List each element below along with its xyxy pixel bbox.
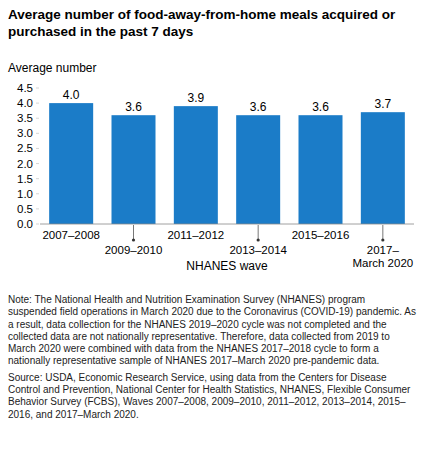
- bars: [49, 103, 405, 224]
- x-axis-label: NHANES wave: [186, 259, 268, 273]
- y-tick: [36, 88, 39, 89]
- x-axis-line: [40, 224, 414, 225]
- y-tick: [36, 133, 39, 134]
- y-tick-label: 4.0: [17, 97, 33, 109]
- y-tick: [36, 178, 39, 179]
- y-axis-label: Average number: [8, 61, 97, 75]
- y-tick: [36, 224, 39, 225]
- y-tick-label: 1.5: [17, 173, 33, 185]
- data-label: 3.6: [125, 100, 142, 114]
- bar: [112, 115, 156, 224]
- y-tick: [36, 148, 39, 149]
- x-tick-label: 2017–March 2020: [352, 244, 413, 269]
- y-tick-label: 3.5: [17, 112, 33, 124]
- y-tick: [36, 118, 39, 119]
- y-tick-label: 1.0: [17, 188, 33, 200]
- y-tick-label: 0.0: [17, 218, 33, 230]
- x-tick-label: 2007–2008: [42, 229, 100, 241]
- y-tick-label: 4.5: [17, 82, 33, 94]
- y-tick-label: 2.0: [17, 158, 33, 170]
- x-tick-label: 2011–2012: [167, 229, 224, 241]
- x-tick-label: 2009–2010: [105, 244, 163, 256]
- note: Note: The National Health and Nutrition …: [8, 294, 416, 368]
- y-tick: [36, 208, 39, 209]
- data-label: 3.7: [374, 97, 391, 111]
- label-leader: [258, 225, 259, 240]
- bar: [174, 106, 218, 224]
- x-tick-label: 2013–2014: [229, 244, 287, 256]
- y-tick: [36, 103, 39, 104]
- data-label: 4.0: [63, 88, 80, 102]
- label-leader: [133, 225, 134, 240]
- label-leader: [382, 225, 383, 240]
- bar: [361, 112, 405, 224]
- y-tick-label: 3.0: [17, 127, 33, 139]
- chart: Average number 0.0 0.5 1.0 1.5 2.0 2.5 3.0 3.5 4.…: [0, 0, 422, 450]
- bar: [49, 103, 93, 224]
- y-tick-label: 2.5: [17, 142, 33, 154]
- title: Average number of food-away-from-home me…: [8, 6, 416, 40]
- bar: [236, 115, 280, 224]
- bar: [299, 115, 343, 224]
- data-label: 3.6: [312, 100, 329, 114]
- label-leader-dot: [132, 238, 135, 241]
- data-label: 3.6: [250, 100, 267, 114]
- label-leader-dot: [257, 238, 260, 241]
- source: Source: USDA, Economic Research Service,…: [8, 372, 416, 421]
- y-tick-label: 0.5: [17, 203, 33, 215]
- label-leader-dot: [381, 238, 384, 241]
- data-label: 3.9: [187, 91, 204, 105]
- x-tick-label: 2015–2016: [292, 229, 350, 241]
- y-tick: [36, 163, 39, 164]
- y-tick: [36, 193, 39, 194]
- notes: Note: The National Health and Nutrition …: [8, 294, 416, 421]
